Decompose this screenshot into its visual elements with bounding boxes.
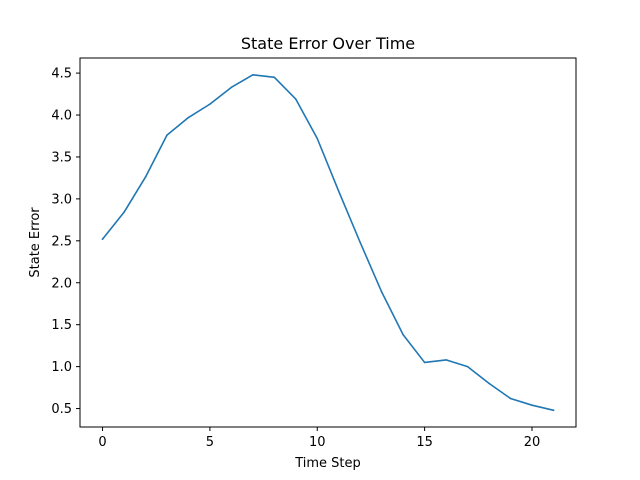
series-line xyxy=(101,73,555,412)
x-axis-ticks: 0 5 10 15 20 xyxy=(98,427,540,450)
x-tick-label: 15 xyxy=(416,435,433,450)
x-axis-label: Time Step xyxy=(294,456,361,471)
y-axis-label: State Error xyxy=(28,207,43,278)
data-point xyxy=(531,404,533,406)
data-point xyxy=(144,176,147,178)
data-point xyxy=(209,103,211,105)
data-point xyxy=(230,86,233,89)
data-point xyxy=(337,190,340,193)
y-tick-label: 1.0 xyxy=(51,360,72,375)
data-point xyxy=(402,333,404,336)
data-point xyxy=(187,116,190,119)
data-point xyxy=(488,382,490,385)
data-point xyxy=(166,134,168,136)
data-point xyxy=(123,211,125,214)
x-tick-label: 20 xyxy=(524,435,541,450)
x-tick-label: 10 xyxy=(309,435,326,450)
data-point xyxy=(359,241,362,244)
y-tick-label: 3.5 xyxy=(51,150,72,165)
y-tick-label: 4.5 xyxy=(51,67,72,82)
data-point xyxy=(552,409,555,412)
y-tick-label: 3.0 xyxy=(51,192,72,207)
data-point xyxy=(466,365,469,368)
data-point xyxy=(294,98,297,100)
y-tick-label: 2.5 xyxy=(51,234,72,249)
y-tick-label: 4.0 xyxy=(51,109,72,124)
series-layer xyxy=(101,73,555,412)
data-point xyxy=(101,238,104,240)
data-point xyxy=(252,73,254,76)
y-tick-label: 2.0 xyxy=(51,276,72,291)
y-tick-label: 0.5 xyxy=(51,402,72,417)
data-point xyxy=(423,361,426,364)
data-point xyxy=(509,397,512,400)
data-point xyxy=(316,137,319,140)
data-point xyxy=(380,291,383,293)
chart-title: State Error Over Time xyxy=(241,34,415,53)
data-point xyxy=(445,359,447,361)
y-tick-label: 1.5 xyxy=(51,318,72,333)
data-point xyxy=(273,76,276,79)
x-tick-label: 0 xyxy=(98,435,106,450)
plot-area-frame xyxy=(79,57,577,428)
x-tick-label: 5 xyxy=(206,435,214,450)
y-axis-ticks: 0.5 1.0 1.5 2.0 2.5 3.0 3.5 4.0 4.5 xyxy=(51,67,80,417)
